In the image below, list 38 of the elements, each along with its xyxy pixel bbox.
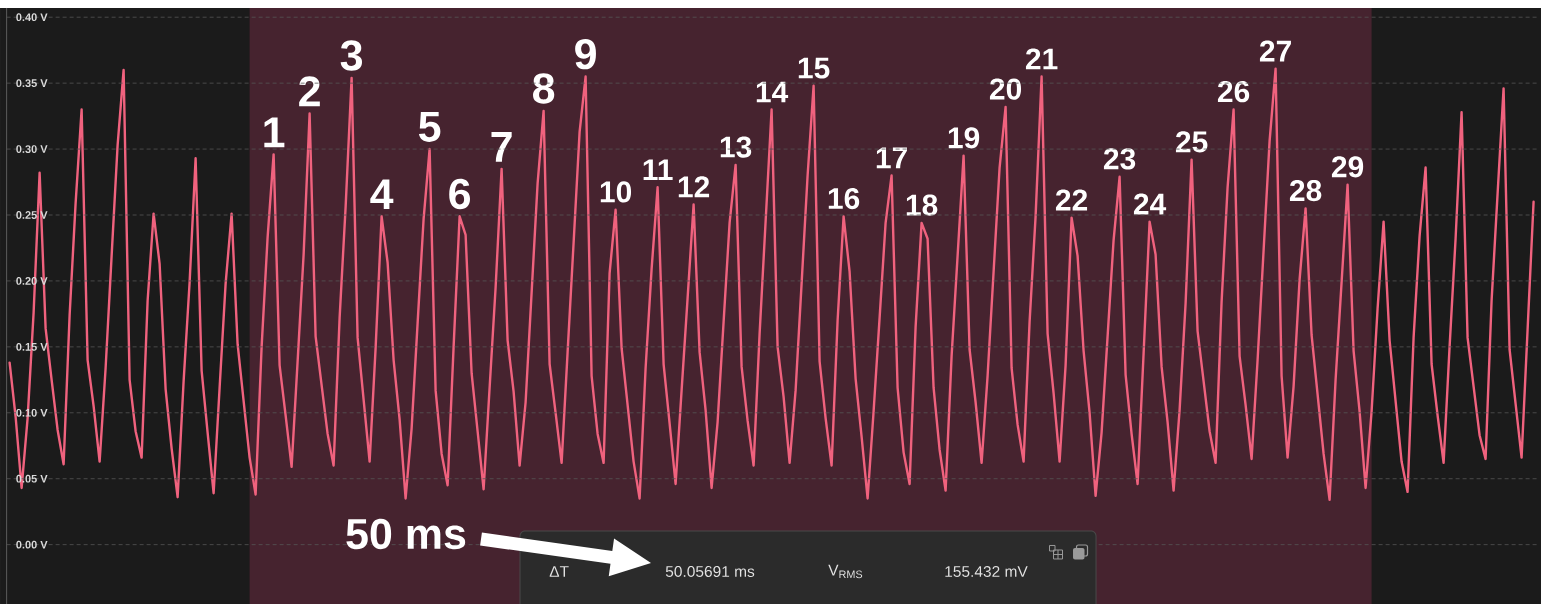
annotation: 19 [948, 127, 980, 149]
annotation: 9 [575, 38, 596, 70]
annotation: 6 [449, 178, 471, 210]
annotation: 2 [299, 76, 320, 107]
annotation: 14 [756, 81, 789, 103]
annotation: ΔT [549, 566, 569, 577]
y-tick-label: 0.40 V [16, 13, 48, 22]
annotation: 24 [1133, 193, 1167, 215]
annotation: 15 [798, 57, 830, 79]
annotation: 29 [1331, 156, 1364, 178]
annotation: 8 [533, 73, 555, 104]
annotation: 155.432 mV [945, 566, 1028, 577]
annotation: 1 [264, 117, 285, 148]
y-tick-label: 0.35 V [16, 79, 48, 88]
annotation: 7 [491, 132, 512, 162]
annotation: 20 [989, 78, 1022, 100]
annotation: 28 [1289, 179, 1322, 202]
annotation: 26 [1217, 81, 1250, 103]
annotation: 10 [600, 181, 632, 203]
annotation: 12 [678, 176, 710, 198]
annotation: 21 [1025, 48, 1058, 70]
annotation: 5 [418, 111, 441, 142]
annotation: 50.05691 ms [665, 566, 755, 577]
annotation: 27 [1259, 40, 1291, 62]
annotation: 11 [643, 159, 673, 181]
annotation: 22 [1055, 189, 1088, 211]
annotation: 3 [340, 40, 363, 71]
annotation: 16 [828, 187, 860, 210]
annotation: 18 [906, 194, 938, 216]
y-tick-label: 0.30 V [16, 145, 48, 153]
annotation: 23 [1103, 148, 1136, 170]
annotation: V$_{RMS}$ [828, 564, 863, 579]
annotation: 13 [720, 136, 752, 158]
annotation: 4 [370, 179, 394, 210]
annotation: 25 [1175, 131, 1208, 153]
annotation: 50 ms [346, 518, 466, 550]
y-tick-label: 0.00 V [16, 540, 48, 549]
annotation: 17 [876, 147, 907, 169]
